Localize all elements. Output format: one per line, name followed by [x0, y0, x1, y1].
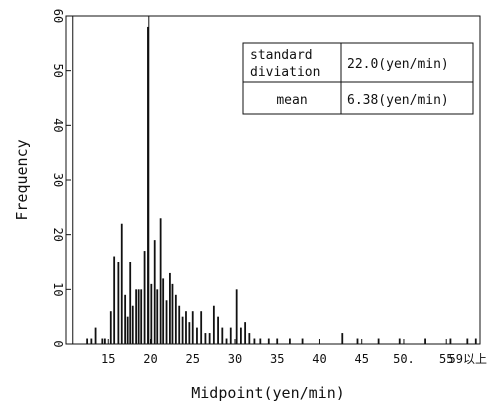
x-tick-label-4: 35	[270, 352, 284, 366]
histogram-bar-6	[113, 256, 116, 344]
y-tick-label-0: 0	[51, 340, 65, 347]
histogram-bar-52	[356, 338, 359, 344]
x-tick-label-6: 45	[354, 352, 368, 366]
histogram-bar-34	[204, 333, 207, 344]
histogram-bar-39	[225, 338, 228, 344]
x-tick-label-3: 30	[228, 352, 242, 366]
x-tick-label-7: 50.	[393, 352, 415, 366]
outline-bin	[72, 15, 150, 345]
y-axis-title: Frequency	[13, 139, 31, 220]
histogram-bar-57	[466, 338, 469, 344]
histogram-bar-1	[90, 338, 93, 344]
histogram-bar-56	[449, 338, 452, 344]
y-tick-label-1: 10	[51, 282, 65, 296]
y-axis: 0 10 20 30 40 50 60	[51, 9, 71, 348]
histogram-bar-45	[253, 338, 256, 344]
stats-label-mean: mean	[276, 93, 307, 108]
histogram-bar-21	[159, 218, 162, 344]
histogram-bar-4	[103, 338, 106, 344]
x-tick-label-9: 59以上	[449, 352, 487, 366]
stats-label-std-line1: standard	[250, 48, 313, 63]
histogram-bar-30	[188, 322, 191, 344]
y-tick-label-4: 40	[51, 118, 65, 132]
histogram-bar-42	[239, 327, 242, 344]
histogram-bar-12	[131, 305, 134, 344]
histogram-bar-44	[248, 333, 251, 344]
histogram-bar-29	[185, 311, 187, 344]
histogram-bar-47	[267, 338, 270, 344]
histogram-bar-31	[191, 311, 194, 344]
x-tick-label-5: 40	[312, 352, 326, 366]
histogram-bar-11	[129, 262, 132, 344]
histogram-bar-17	[147, 26, 149, 345]
x-tick-label-2: 25	[186, 352, 200, 366]
histogram-bar-55	[424, 338, 426, 344]
stats-label-std-line2: diviation	[250, 65, 320, 80]
stats-table: standard diviation 22.0(yen/min) mean 6.…	[242, 42, 474, 115]
bar-series	[86, 26, 477, 345]
stats-value-mean: 6.38(yen/min)	[347, 93, 449, 108]
x-tick-label-1: 20	[143, 352, 157, 366]
histogram-bar-33	[200, 311, 203, 344]
histogram-bar-18	[150, 283, 153, 344]
y-tick-label-6: 60	[51, 9, 65, 23]
histogram-bar-54	[398, 338, 401, 344]
histogram-bar-0	[86, 338, 89, 344]
histogram-bar-16	[143, 251, 146, 344]
histogram-bar-58	[474, 338, 477, 344]
stats-table-frame	[242, 42, 474, 115]
histogram-bar-10	[126, 316, 129, 344]
histogram-bar-8	[120, 223, 123, 344]
histogram-bar-22	[162, 278, 165, 344]
histogram-bar-25	[171, 283, 174, 344]
histogram-bar-35	[208, 333, 211, 344]
histogram-bar-13	[135, 289, 138, 344]
y-tick-label-5: 50	[51, 63, 65, 77]
histogram-bar-36	[212, 305, 215, 344]
histogram-bar-46	[259, 338, 262, 344]
histogram-bar-7	[117, 262, 120, 344]
x-tick-label-8: 55	[439, 352, 453, 366]
histogram-bar-37	[217, 316, 219, 344]
histogram-bar-9	[124, 294, 127, 344]
histogram-bar-43	[244, 322, 247, 344]
histogram-bar-50	[301, 338, 304, 344]
histogram-bar-19	[153, 240, 156, 344]
x-axis-title: Midpoint(yen/min)	[191, 384, 345, 402]
histogram-bar-3	[101, 338, 104, 344]
histogram-bar-40	[229, 327, 232, 344]
stats-value-std: 22.0(yen/min)	[347, 57, 449, 72]
histogram-bar-2	[94, 327, 97, 344]
histogram-bar-15	[140, 289, 143, 344]
histogram-bar-38	[221, 327, 224, 344]
histogram-bar-14	[137, 289, 140, 344]
histogram-bar-5	[109, 311, 112, 344]
y-tick-label-2: 20	[51, 227, 65, 241]
histogram-bar-20	[156, 289, 159, 344]
histogram-bar-28	[181, 316, 184, 344]
histogram-bar-32	[196, 327, 198, 344]
histogram-bar-53	[377, 338, 380, 344]
histogram-bar-26	[174, 294, 177, 344]
x-tick-label-0: 15	[101, 352, 115, 366]
histogram-bar-23	[165, 300, 168, 344]
histogram-bar-27	[178, 305, 181, 344]
histogram-bar-24	[169, 272, 171, 344]
y-tick-label-3: 30	[51, 173, 65, 187]
histogram-bar-41	[235, 289, 238, 344]
histogram-bar-51	[341, 333, 344, 344]
histogram-bar-49	[289, 338, 291, 344]
